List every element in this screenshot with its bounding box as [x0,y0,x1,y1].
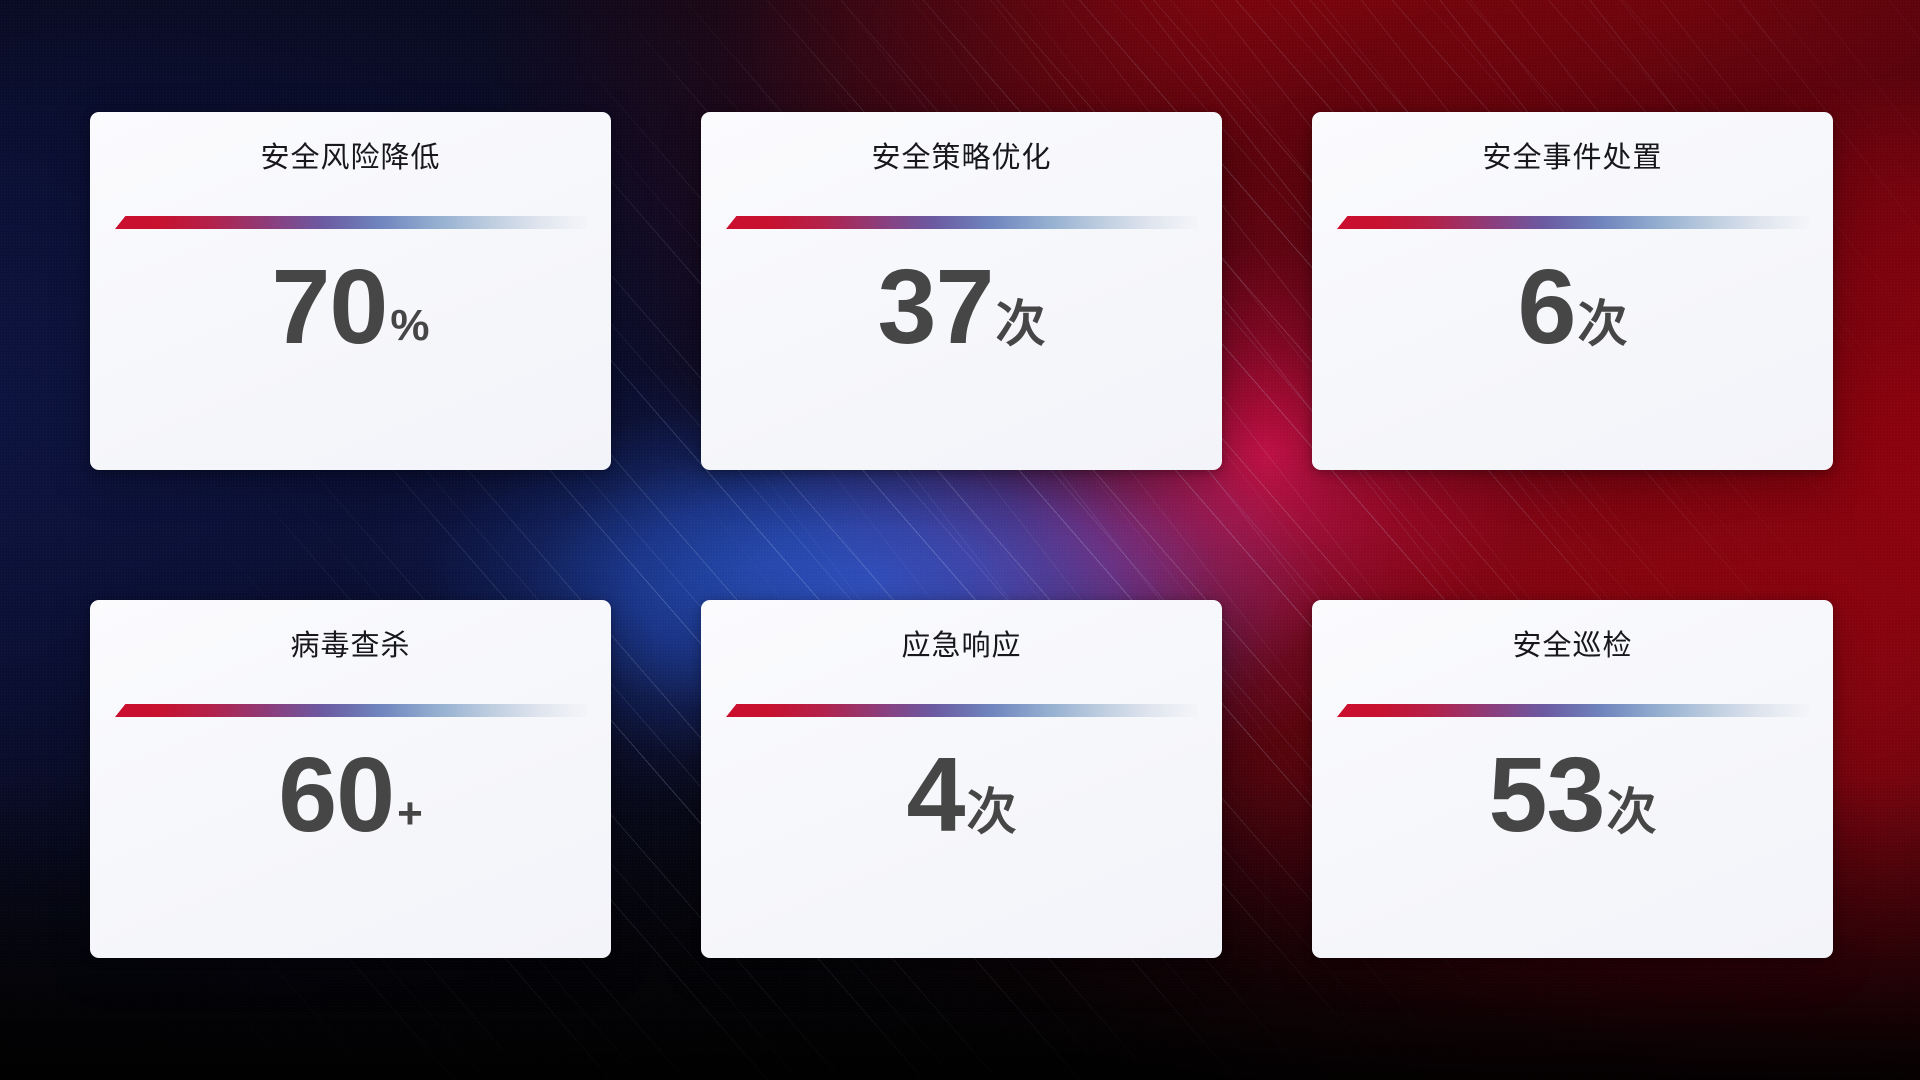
stat-card-title: 安全巡检 [1512,630,1633,662]
stat-value-number: 37 [877,248,995,366]
stat-value-unit: 次 [995,296,1046,352]
gradient-accent-bar [1337,216,1809,229]
stat-card-title: 安全事件处置 [1482,142,1663,174]
stat-value-row: 37 次 [701,254,1222,384]
stat-card-title: 安全风险降低 [260,142,441,174]
stat-value-row: 70 % [90,254,611,384]
stat-value-row: 6 次 [1312,254,1833,384]
gradient-accent-bar [115,216,587,229]
gradient-accent-bar [726,216,1198,229]
stat-value-row: 4 次 [701,742,1222,872]
stat-card-content: 病毒查杀 60 + [90,600,611,958]
stat-card-content: 安全策略优化 37 次 [701,112,1222,470]
stat-value-number: 6 [1517,248,1577,366]
stat-card[interactable]: 安全事件处置 6 次 [1312,112,1833,470]
stat-card-content: 应急响应 4 次 [701,600,1222,958]
stat-card-title: 安全策略优化 [871,142,1052,174]
stat-value-unit: 次 [1606,784,1657,840]
stat-value-number: 70 [271,248,388,366]
stat-value-row: 60 + [90,742,611,872]
stat-card-content: 安全风险降低 70 % [90,112,611,470]
stat-value-row: 53 次 [1312,742,1833,872]
stat-card-grid: 安全风险降低 70 % 安全策略优化 37 次 安全事件处置 [90,112,1833,958]
stat-value-unit: % [390,301,430,350]
stat-value-number: 60 [278,736,395,854]
stat-value-unit: 次 [966,784,1017,840]
stat-card[interactable]: 安全策略优化 37 次 [701,112,1222,470]
stat-value-unit: 次 [1577,296,1628,352]
stat-card[interactable]: 安全巡检 53 次 [1312,600,1833,958]
stat-card[interactable]: 病毒查杀 60 + [90,600,611,958]
stat-card[interactable]: 安全风险降低 70 % [90,112,611,470]
stat-card-title: 应急响应 [901,630,1022,662]
stat-card-content: 安全事件处置 6 次 [1312,112,1833,470]
gradient-accent-bar [115,704,587,717]
stat-card[interactable]: 应急响应 4 次 [701,600,1222,958]
stat-card-content: 安全巡检 53 次 [1312,600,1833,958]
gradient-accent-bar [1337,704,1809,717]
stat-value-unit: + [397,789,423,838]
stat-value-number: 53 [1488,736,1606,854]
gradient-accent-bar [726,704,1198,717]
stat-value-number: 4 [906,736,966,854]
stat-card-title: 病毒查杀 [290,630,411,662]
